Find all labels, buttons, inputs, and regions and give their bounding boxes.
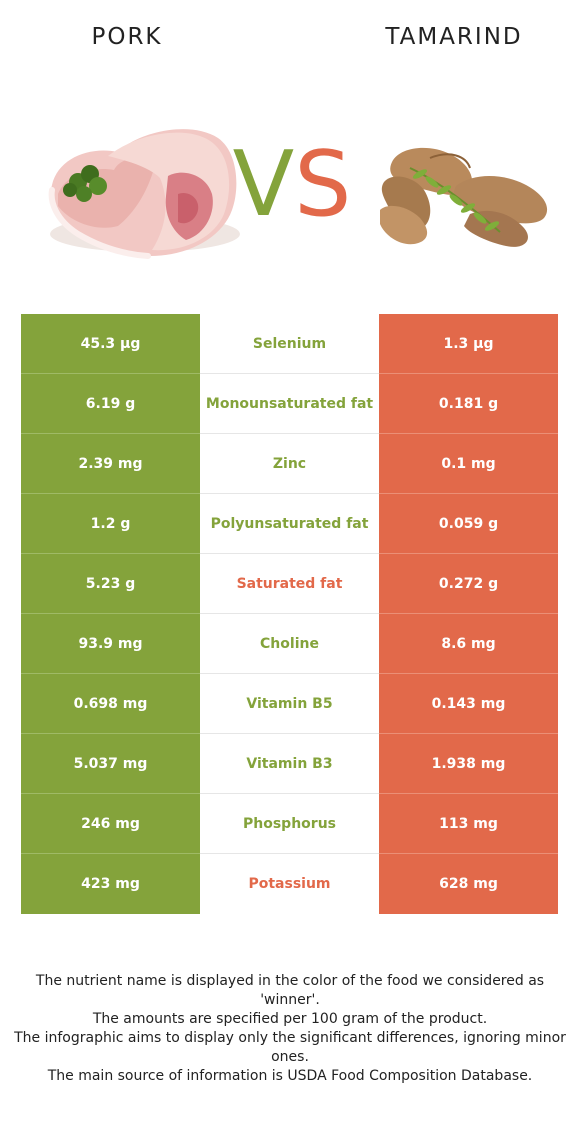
footnote: The nutrient name is displayed in the co… [14, 972, 566, 1086]
tamarind-value: 0.143 mg [379, 674, 558, 734]
nutrient-row: 5.23 g Saturated fat 0.272 g [21, 554, 558, 614]
tamarind-value: 8.6 mg [379, 614, 558, 674]
tamarind-value: 0.272 g [379, 554, 558, 614]
tamarind-value: 113 mg [379, 794, 558, 854]
pork-value: 5.037 mg [21, 734, 200, 794]
pork-value: 93.9 mg [21, 614, 200, 674]
vs-v: V [232, 132, 295, 237]
nutrient-row: 1.2 g Polyunsaturated fat 0.059 g [21, 494, 558, 554]
nutrient-name: Zinc [200, 434, 379, 494]
nutrient-name: Monounsaturated fat [200, 374, 379, 434]
food-images [48, 129, 548, 259]
pork-image [48, 129, 240, 259]
nutrient-name: Potassium [200, 854, 379, 914]
pork-value: 45.3 µg [21, 314, 200, 374]
footnote-line: The infographic aims to display only the… [14, 1030, 566, 1065]
nutrient-name: Selenium [200, 314, 379, 374]
nutrient-row: 423 mg Potassium 628 mg [21, 854, 558, 914]
nutrient-row: 93.9 mg Choline 8.6 mg [21, 614, 558, 674]
pork-value: 423 mg [21, 854, 200, 914]
nutrient-row: 45.3 µg Selenium 1.3 µg [21, 314, 558, 374]
tamarind-value: 628 mg [379, 854, 558, 914]
footnote-line: The amounts are specified per 100 gram o… [92, 1011, 488, 1027]
tamarind-value: 0.1 mg [379, 434, 558, 494]
nutrient-name: Polyunsaturated fat [200, 494, 379, 554]
nutrient-table: 45.3 µg Selenium 1.3 µg 6.19 g Monounsaturat… [21, 314, 558, 914]
pork-value: 246 mg [21, 794, 200, 854]
pork-title: PORK [91, 24, 163, 50]
nutrient-name: Saturated fat [200, 554, 379, 614]
tamarind-value: 1.3 µg [379, 314, 558, 374]
footnote-line: The nutrient name is displayed in the co… [35, 973, 545, 1008]
parsley-icon [63, 165, 107, 202]
tamarind-value: 1.938 mg [379, 734, 558, 794]
pork-value: 1.2 g [21, 494, 200, 554]
pork-value: 0.698 mg [21, 674, 200, 734]
nutrient-name: Vitamin B3 [200, 734, 379, 794]
vs-label: VS [222, 130, 362, 240]
footnote-line: The main source of information is USDA F… [47, 1068, 533, 1084]
tamarind-value: 0.059 g [379, 494, 558, 554]
tamarind-value: 0.181 g [379, 374, 558, 434]
nutrient-row: 6.19 g Monounsaturated fat 0.181 g [21, 374, 558, 434]
nutrient-name: Vitamin B5 [200, 674, 379, 734]
nutrient-row: 5.037 mg Vitamin B3 1.938 mg [21, 734, 558, 794]
nutrient-name: Phosphorus [200, 794, 379, 854]
tamarind-title: TAMARIND [385, 24, 523, 50]
nutrient-name: Choline [200, 614, 379, 674]
nutrient-row: 0.698 mg Vitamin B5 0.143 mg [21, 674, 558, 734]
nutrient-row: 246 mg Phosphorus 113 mg [21, 794, 558, 854]
vs-s: S [294, 132, 352, 237]
pork-value: 5.23 g [21, 554, 200, 614]
pork-value: 2.39 mg [21, 434, 200, 494]
tamarind-image [380, 147, 548, 247]
nutrient-row: 2.39 mg Zinc 0.1 mg [21, 434, 558, 494]
pork-value: 6.19 g [21, 374, 200, 434]
